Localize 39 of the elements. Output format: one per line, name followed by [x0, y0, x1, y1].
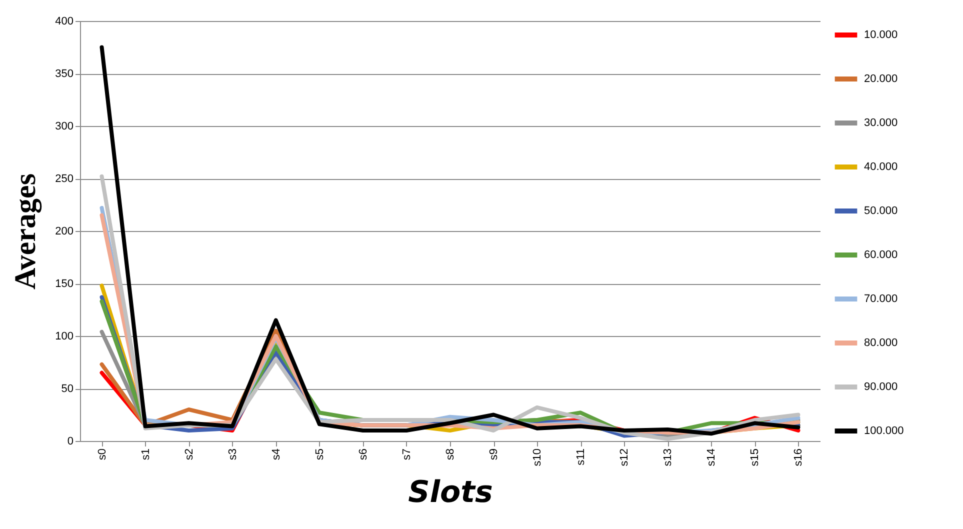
x-tick-label: s4 [270, 448, 282, 460]
legend-label: 80.000 [864, 337, 898, 349]
legend-label: 20.000 [864, 73, 898, 85]
x-tick-label: s11 [575, 448, 588, 466]
x-tick-label: s2 [183, 448, 196, 460]
y-tick-label: 150 [55, 278, 74, 290]
y-tick-label: 250 [55, 173, 74, 185]
legend-label: 30.000 [864, 117, 898, 129]
x-tick-label: s7 [400, 448, 413, 460]
x-tick-label: s13 [662, 448, 674, 466]
x-tick-label: s10 [532, 448, 544, 466]
legend-label: 90.000 [864, 381, 898, 393]
y-tick-label: 50 [61, 383, 74, 395]
y-tick-label: 400 [55, 16, 74, 28]
x-tick-label: s0 [96, 448, 108, 460]
x-tick-label: s3 [226, 448, 239, 460]
legend-label: 60.000 [864, 249, 898, 261]
y-tick-label: 100 [55, 330, 74, 342]
x-tick-label: s16 [792, 448, 805, 466]
x-axis-title: Slots [408, 475, 493, 510]
y-tick-label: 200 [55, 226, 74, 238]
x-tick-label: s5 [314, 448, 326, 460]
legend-label: 10.000 [864, 29, 898, 41]
y-tick-label: 0 [67, 436, 74, 448]
legend-label: 100.000 [864, 425, 904, 437]
line-series [100, 45, 800, 436]
x-tick-label: s6 [357, 448, 370, 460]
y-tick-label: 300 [55, 120, 74, 132]
y-tick-label: 350 [55, 68, 74, 80]
x-tick-label: s1 [140, 448, 152, 460]
legend-label: 40.000 [864, 161, 898, 173]
x-tick-label: s9 [488, 448, 500, 460]
x-tick-label: s8 [444, 448, 456, 460]
x-tick-label: s15 [749, 448, 762, 466]
legend-label: 50.000 [864, 205, 898, 217]
x-tick-label: s12 [618, 448, 631, 466]
x-tick-label: s14 [706, 448, 718, 466]
y-axis-title: Averages [9, 173, 42, 290]
legend-label: 70.000 [864, 293, 898, 305]
